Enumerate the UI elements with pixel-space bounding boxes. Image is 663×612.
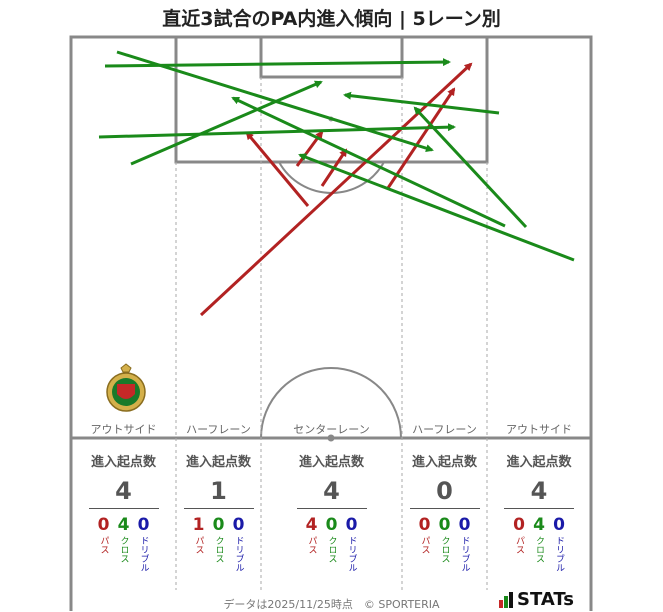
lane-stats-1: 進入起点数 1 1 パス 0 クロス 0 ドリブル (176, 451, 261, 572)
dribble-label: ドリブル (233, 536, 244, 572)
stats-heading: 進入起点数 (506, 455, 572, 470)
dribble-label: ドリブル (554, 536, 564, 572)
cross-arrow-9 (343, 91, 500, 115)
cross-count: 4 (533, 515, 545, 535)
stats-divider (504, 508, 574, 509)
pass-count: 0 (513, 515, 525, 535)
stats-divider (296, 508, 367, 509)
stats-heading: 進入起点数 (411, 455, 477, 470)
dribble-count: 0 (137, 515, 150, 535)
pass-count: 0 (97, 515, 110, 535)
pass-count: 0 (418, 515, 431, 535)
cross-arrow-11 (298, 153, 575, 262)
pass-label: パス (98, 536, 109, 554)
stats-heading: 進入起点数 (298, 455, 364, 470)
cross-label: クロス (326, 536, 337, 563)
lane-label-outside-left: アウトサイド (90, 423, 157, 436)
stats-total: 4 (115, 477, 132, 505)
cross-arrow-7 (130, 80, 323, 166)
cross-count: 0 (438, 515, 451, 535)
lane-stats-0: 進入起点数 4 0 パス 4 クロス 0 ドリブル (76, 451, 171, 572)
stats-divider (409, 508, 480, 509)
lane-label-halflane-left: ハーフレーン (186, 423, 251, 436)
cross-count: 0 (212, 515, 225, 535)
footer-credit: データは2025/11/25時点 © SPORTERIA (223, 598, 440, 611)
cross-arrow-8 (98, 123, 456, 139)
brand-text: STATs (517, 589, 574, 610)
stats-heading: 進入起点数 (185, 455, 251, 470)
dribble-count: 0 (553, 515, 565, 535)
stats-total: 1 (210, 477, 227, 505)
dribble-count: 0 (458, 515, 471, 535)
cross-label: クロス (439, 536, 450, 563)
cross-count: 4 (117, 515, 130, 535)
dribble-label: ドリブル (138, 536, 149, 572)
stats-total: 0 (436, 477, 453, 505)
lane-stats-4: 進入起点数 4 0 パス 4 クロス 0 ドリブル (487, 451, 591, 572)
center-circle (260, 367, 402, 439)
goal-area (259, 35, 404, 79)
brand-mark-icon (499, 591, 513, 608)
cross-count: 0 (325, 515, 338, 535)
stats-divider (88, 508, 159, 509)
pass-label: パス (514, 536, 524, 554)
cross-label: クロス (118, 536, 129, 563)
cross-arrow-10 (231, 96, 506, 228)
center-spot (327, 434, 335, 442)
stats-heading: 進入起点数 (90, 455, 156, 470)
pass-label: パス (193, 536, 204, 554)
lane-stats-2: 進入起点数 4 4 パス 0 クロス 0 ドリブル (261, 451, 402, 572)
cross-arrow-12 (413, 106, 528, 229)
dribble-count: 0 (345, 515, 358, 535)
lane-label-halflane-right: ハーフレーン (412, 423, 477, 436)
lane-label-center: センターレーン (293, 423, 370, 436)
lane-stats-3: 進入起点数 0 0 パス 0 クロス 0 ドリブル (402, 451, 487, 572)
team-crest-logo (106, 363, 146, 412)
brand-logo: STATs (499, 589, 574, 610)
pass-count: 1 (192, 515, 205, 535)
cross-label: クロス (213, 536, 224, 563)
stats-total: 4 (530, 477, 548, 505)
pass-arrow-2 (245, 131, 310, 207)
lane-label-outside-right: アウトサイド (506, 423, 572, 436)
pass-label: パス (306, 536, 317, 554)
dribble-count: 0 (232, 515, 245, 535)
dribble-label: ドリブル (346, 536, 357, 572)
cross-label: クロス (534, 536, 544, 563)
chart-title: 直近3試合のPA内進入傾向 | 5レーン別 (162, 8, 501, 30)
pass-label: パス (419, 536, 430, 554)
stats-divider (183, 508, 254, 509)
dribble-label: ドリブル (459, 536, 470, 572)
pass-count: 4 (305, 515, 318, 535)
stats-total: 4 (323, 477, 340, 505)
